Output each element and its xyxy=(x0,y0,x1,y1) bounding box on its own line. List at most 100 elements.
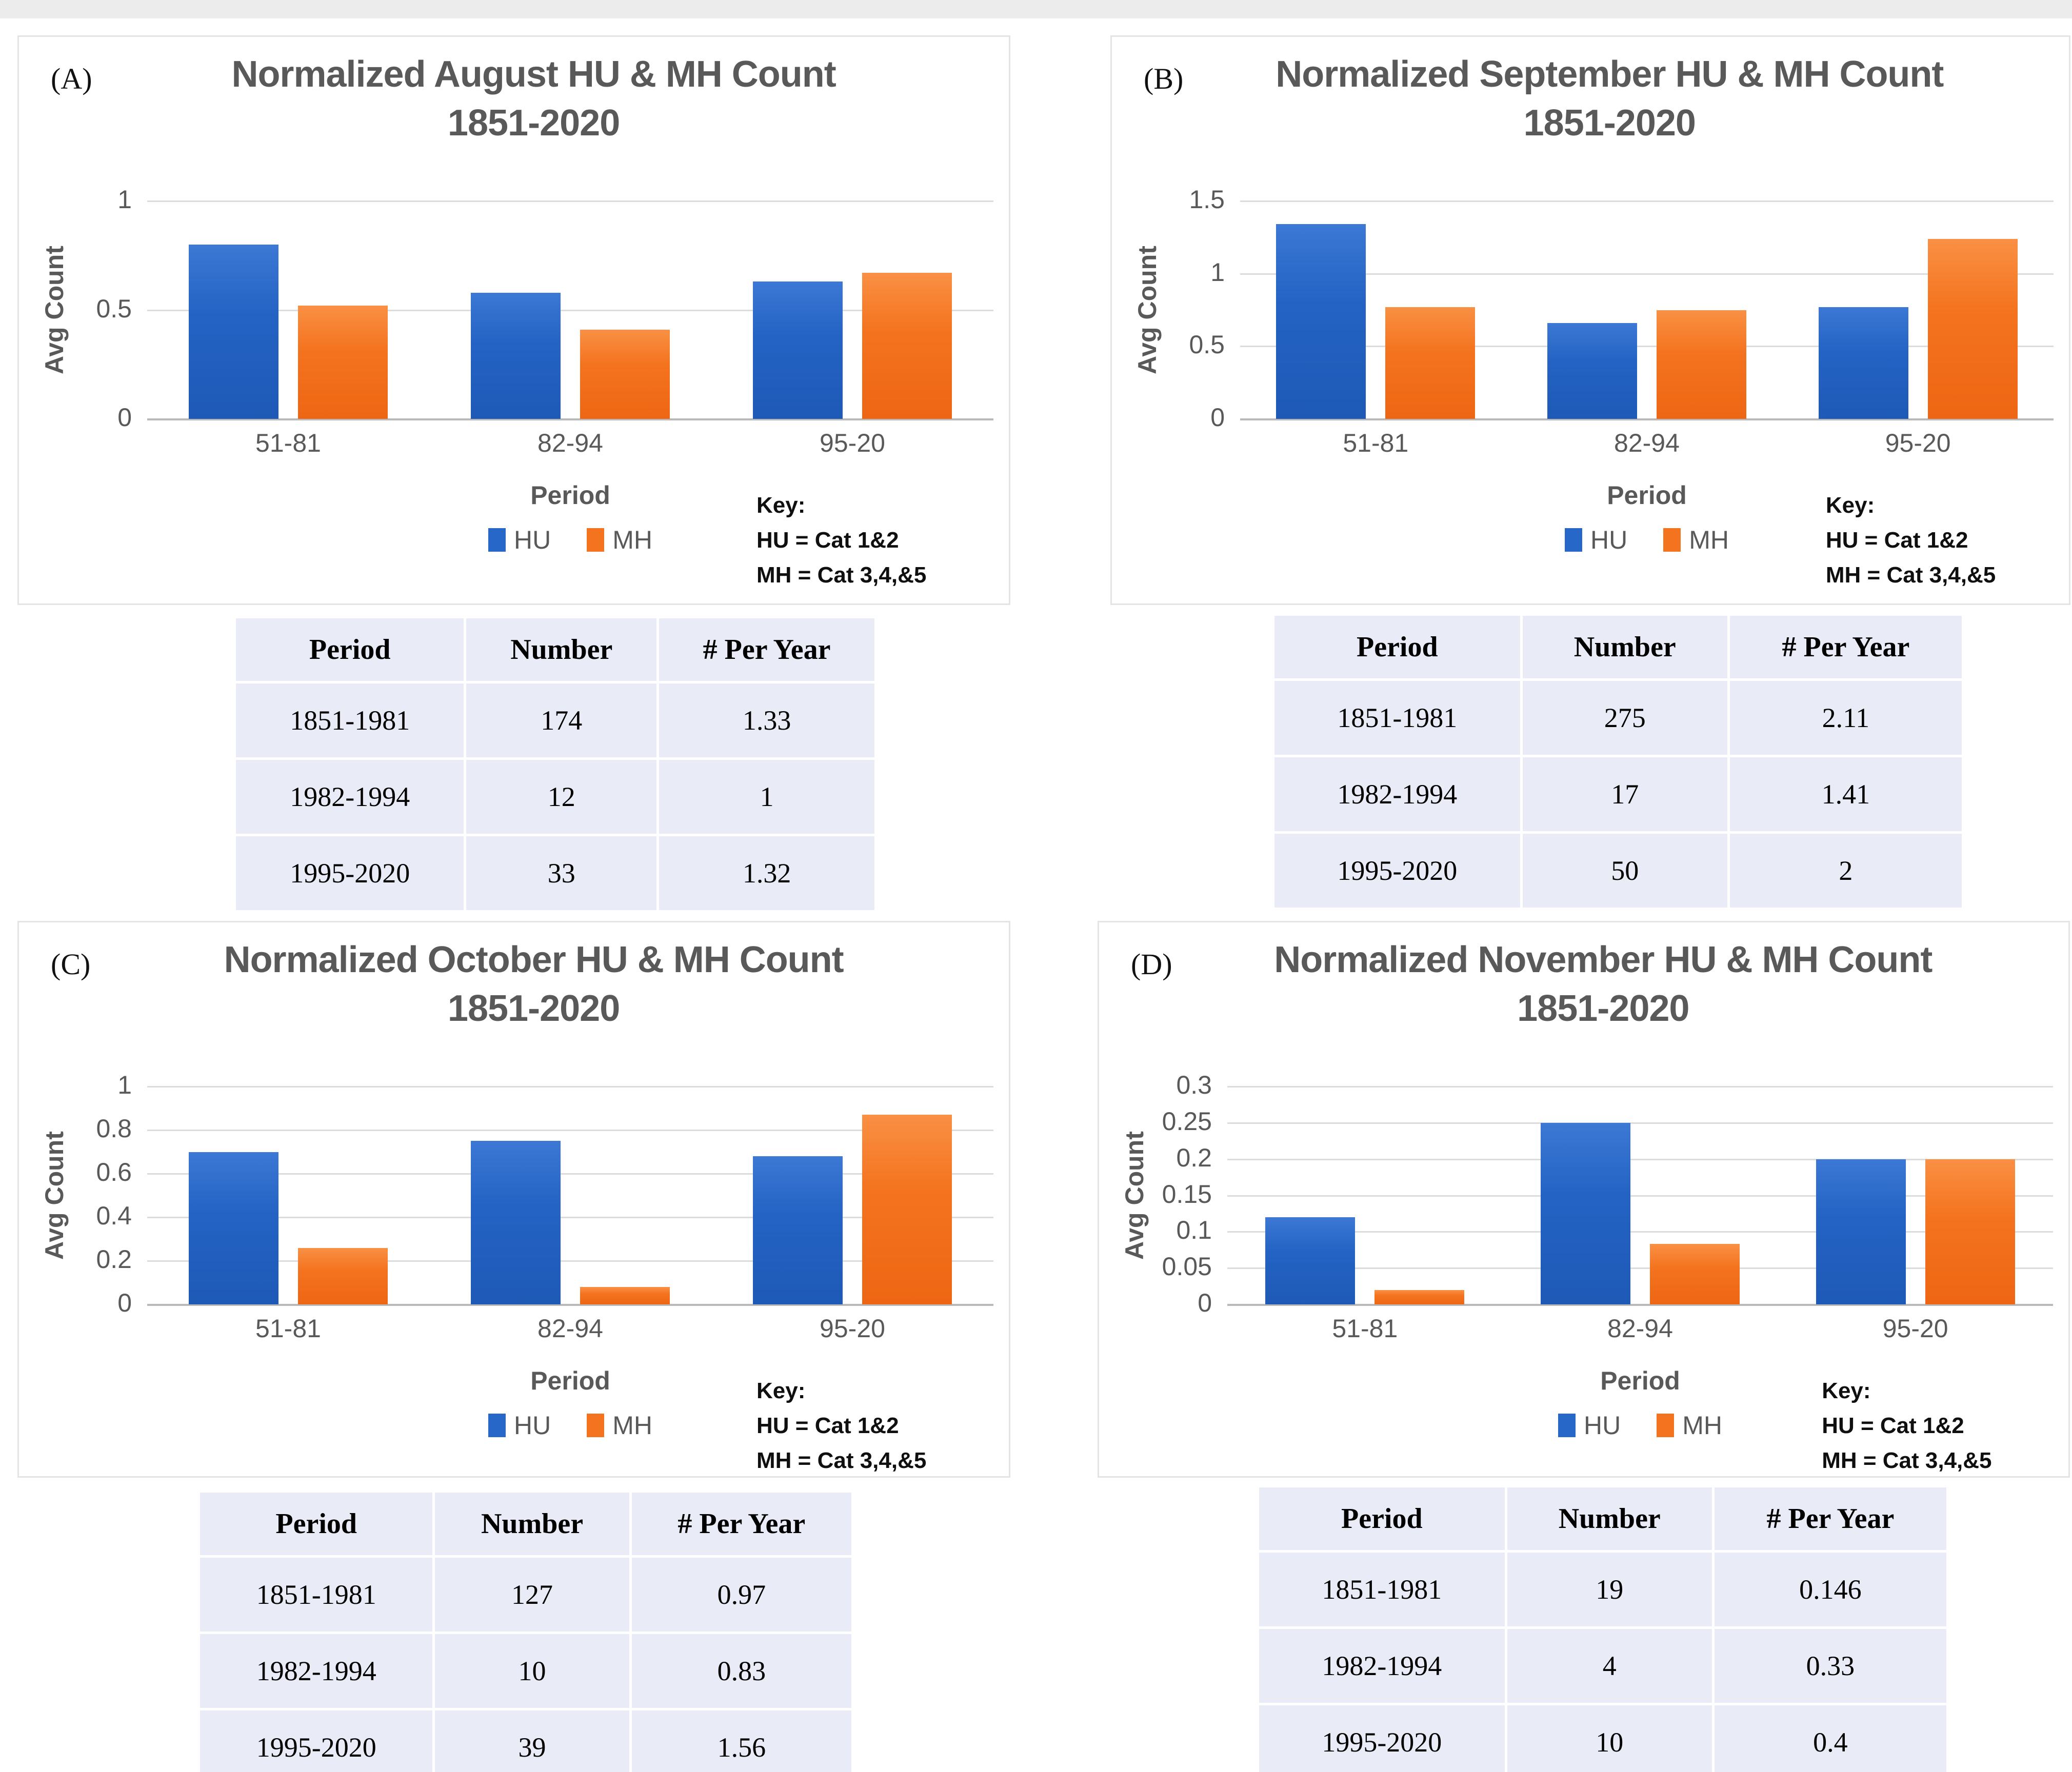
bar-hu-51-81 xyxy=(1265,1217,1356,1304)
key-line2: MH = Cat 3,4,&5 xyxy=(1822,1448,1992,1474)
table-cell: 0.33 xyxy=(1714,1629,1946,1703)
chart-title-line2: 1851-2020 xyxy=(1517,988,1689,1030)
table-header-cell: # Per Year xyxy=(1729,616,1962,678)
table-cell: 0.4 xyxy=(1714,1705,1946,1772)
summary-table-A: Period Number # Per Year 1851-1981 174 1.33 19… xyxy=(233,616,877,913)
page-top-strip xyxy=(0,0,2072,18)
table-cell: 1851-1981 xyxy=(200,1558,433,1632)
bar-group-51-81 xyxy=(147,201,429,419)
plot-area xyxy=(147,200,993,420)
chart-title-line2: 1851-2020 xyxy=(447,103,620,144)
key-block: Key: HU = Cat 1&2 MH = Cat 3,4,&5 xyxy=(756,1374,926,1479)
table-cell: 275 xyxy=(1522,681,1727,755)
gridline-y-1 xyxy=(147,200,993,202)
bar-hu-51-81 xyxy=(1276,224,1366,419)
panel-quadrant-B: (B) Normalized September HU & MH Count 185… xyxy=(1036,18,2072,921)
table-header-cell: Number xyxy=(1507,1487,1712,1550)
gridline-y-0.5 xyxy=(147,309,993,311)
key-line1: HU = Cat 1&2 xyxy=(1822,1413,1964,1439)
bar-mh-82-94 xyxy=(580,329,670,419)
gridline-y-0.6 xyxy=(147,1173,993,1175)
summary-table-C: Period Number # Per Year 1851-1981 127 0.97 19… xyxy=(197,1490,854,1772)
chart-title: Normalized November HU & MH Count 1851-20… xyxy=(1196,936,2010,1033)
x-tick-label: 82-94 xyxy=(1607,1314,1673,1343)
table-cell: 1982-1994 xyxy=(1274,757,1520,831)
table-header-cell: Number xyxy=(435,1493,629,1555)
table-row: 1995-2020 33 1.32 xyxy=(236,836,874,910)
chart-legend: HU MH xyxy=(1227,1411,2053,1440)
key-line2: MH = Cat 3,4,&5 xyxy=(756,562,927,588)
y-tick-label: 1 xyxy=(1210,257,1225,287)
legend-entry-hu: HU xyxy=(1565,525,1627,555)
bar-group-95-20 xyxy=(1778,1086,2053,1304)
table-row: 1851-1981 174 1.33 xyxy=(236,683,874,757)
gridline-y-0.1 xyxy=(1227,1231,2053,1233)
bar-hu-82-94 xyxy=(471,1141,561,1304)
key-line1: HU = Cat 1&2 xyxy=(756,1413,899,1439)
chart-title: Normalized August HU & MH Count 1851-2020 xyxy=(118,50,949,148)
y-tick-label: 0.5 xyxy=(96,294,132,323)
bar-group-82-94 xyxy=(429,201,711,419)
gridline-y-0.3 xyxy=(1227,1086,2053,1088)
table-cell: 39 xyxy=(435,1710,629,1772)
table-header-cell: Period xyxy=(200,1493,433,1555)
table-cell: 2 xyxy=(1729,834,1962,908)
bar-hu-82-94 xyxy=(1540,1122,1630,1304)
key-heading: Key: xyxy=(1822,1378,1871,1403)
summary-table-B: Period Number # Per Year 1851-1981 275 2.11 19… xyxy=(1272,613,1964,910)
gridline-y-1.5 xyxy=(1240,200,2054,202)
table-header-cell: # Per Year xyxy=(631,1493,851,1555)
chart-title: Normalized September HU & MH Count 1851-2… xyxy=(1208,50,2011,148)
table-cell: 10 xyxy=(435,1634,629,1708)
table-cell: 1.56 xyxy=(631,1710,851,1772)
plot-area xyxy=(147,1086,993,1306)
table-cell: 0.97 xyxy=(631,1558,851,1632)
table-body: 1851-1981 174 1.33 1982-1994 12 1 1995-2020 33 1… xyxy=(236,683,874,910)
panel-letter: (D) xyxy=(1131,948,1172,981)
chart-panel-D: (D) Normalized November HU & MH Count 1851… xyxy=(1098,921,2070,1478)
table-cell: 1982-1994 xyxy=(236,760,464,834)
y-tick-label: 1.5 xyxy=(1189,185,1225,214)
legend-swatch-mh-icon xyxy=(587,1414,605,1437)
key-heading: Key: xyxy=(756,1378,806,1403)
chart-title-line2: 1851-2020 xyxy=(1523,103,1696,144)
gridline-y-0.25 xyxy=(1227,1122,2053,1124)
table-row: 1851-1981 275 2.11 xyxy=(1274,681,1962,755)
key-block: Key: HU = Cat 1&2 MH = Cat 3,4,&5 xyxy=(1822,1374,1991,1479)
panel-quadrant-A: (A) Normalized August HU & MH Count 1851-2… xyxy=(0,18,1036,921)
table-header-cell: Period xyxy=(1274,616,1520,678)
x-axis-title: Period xyxy=(1600,1366,1680,1395)
table-head: Period Number # Per Year xyxy=(200,1493,851,1555)
table-cell: 19 xyxy=(1507,1553,1712,1626)
gridline-y-0 xyxy=(147,418,993,420)
legend-label: HU xyxy=(1584,1411,1621,1440)
table-cell: 1851-1981 xyxy=(1274,681,1520,755)
legend-entry-hu: HU xyxy=(488,1411,551,1440)
table-cell: 174 xyxy=(466,683,657,757)
bar-mh-95-20 xyxy=(862,1115,952,1304)
chart-title-line1: Normalized November HU & MH Count xyxy=(1274,939,1932,980)
legend-label: MH xyxy=(612,526,652,554)
bar-hu-82-94 xyxy=(1547,323,1637,419)
bar-group-51-81 xyxy=(147,1086,429,1304)
table-body: 1851-1981 127 0.97 1982-1994 10 0.83 1995-2020… xyxy=(200,1558,851,1772)
legend-swatch-mh-icon xyxy=(587,528,605,552)
chart-title-line1: Normalized October HU & MH Count xyxy=(224,939,844,980)
bar-hu-51-81 xyxy=(189,1152,278,1304)
legend-entry-hu: HU xyxy=(488,525,551,555)
table-cell: 1995-2020 xyxy=(200,1710,433,1772)
x-axis-title: Period xyxy=(530,481,610,510)
bar-group-95-20 xyxy=(711,1086,993,1304)
legend-label: HU xyxy=(514,526,551,554)
bar-mh-82-94 xyxy=(1649,1244,1740,1304)
x-tick-label: 51-81 xyxy=(1332,1314,1398,1343)
bar-hu-95-20 xyxy=(1818,307,1908,419)
chart-legend: HU MH xyxy=(1240,525,2054,555)
table-cell: 12 xyxy=(466,760,657,834)
panel-quadrant-C: (C) Normalized October HU & MH Count 1851-… xyxy=(0,921,1036,1772)
table-cell: 1851-1981 xyxy=(1259,1553,1505,1626)
table-header-row: Period Number # Per Year xyxy=(1274,616,1962,678)
gridline-y-0 xyxy=(1240,418,2054,420)
legend-swatch-hu-icon xyxy=(1558,1414,1576,1437)
